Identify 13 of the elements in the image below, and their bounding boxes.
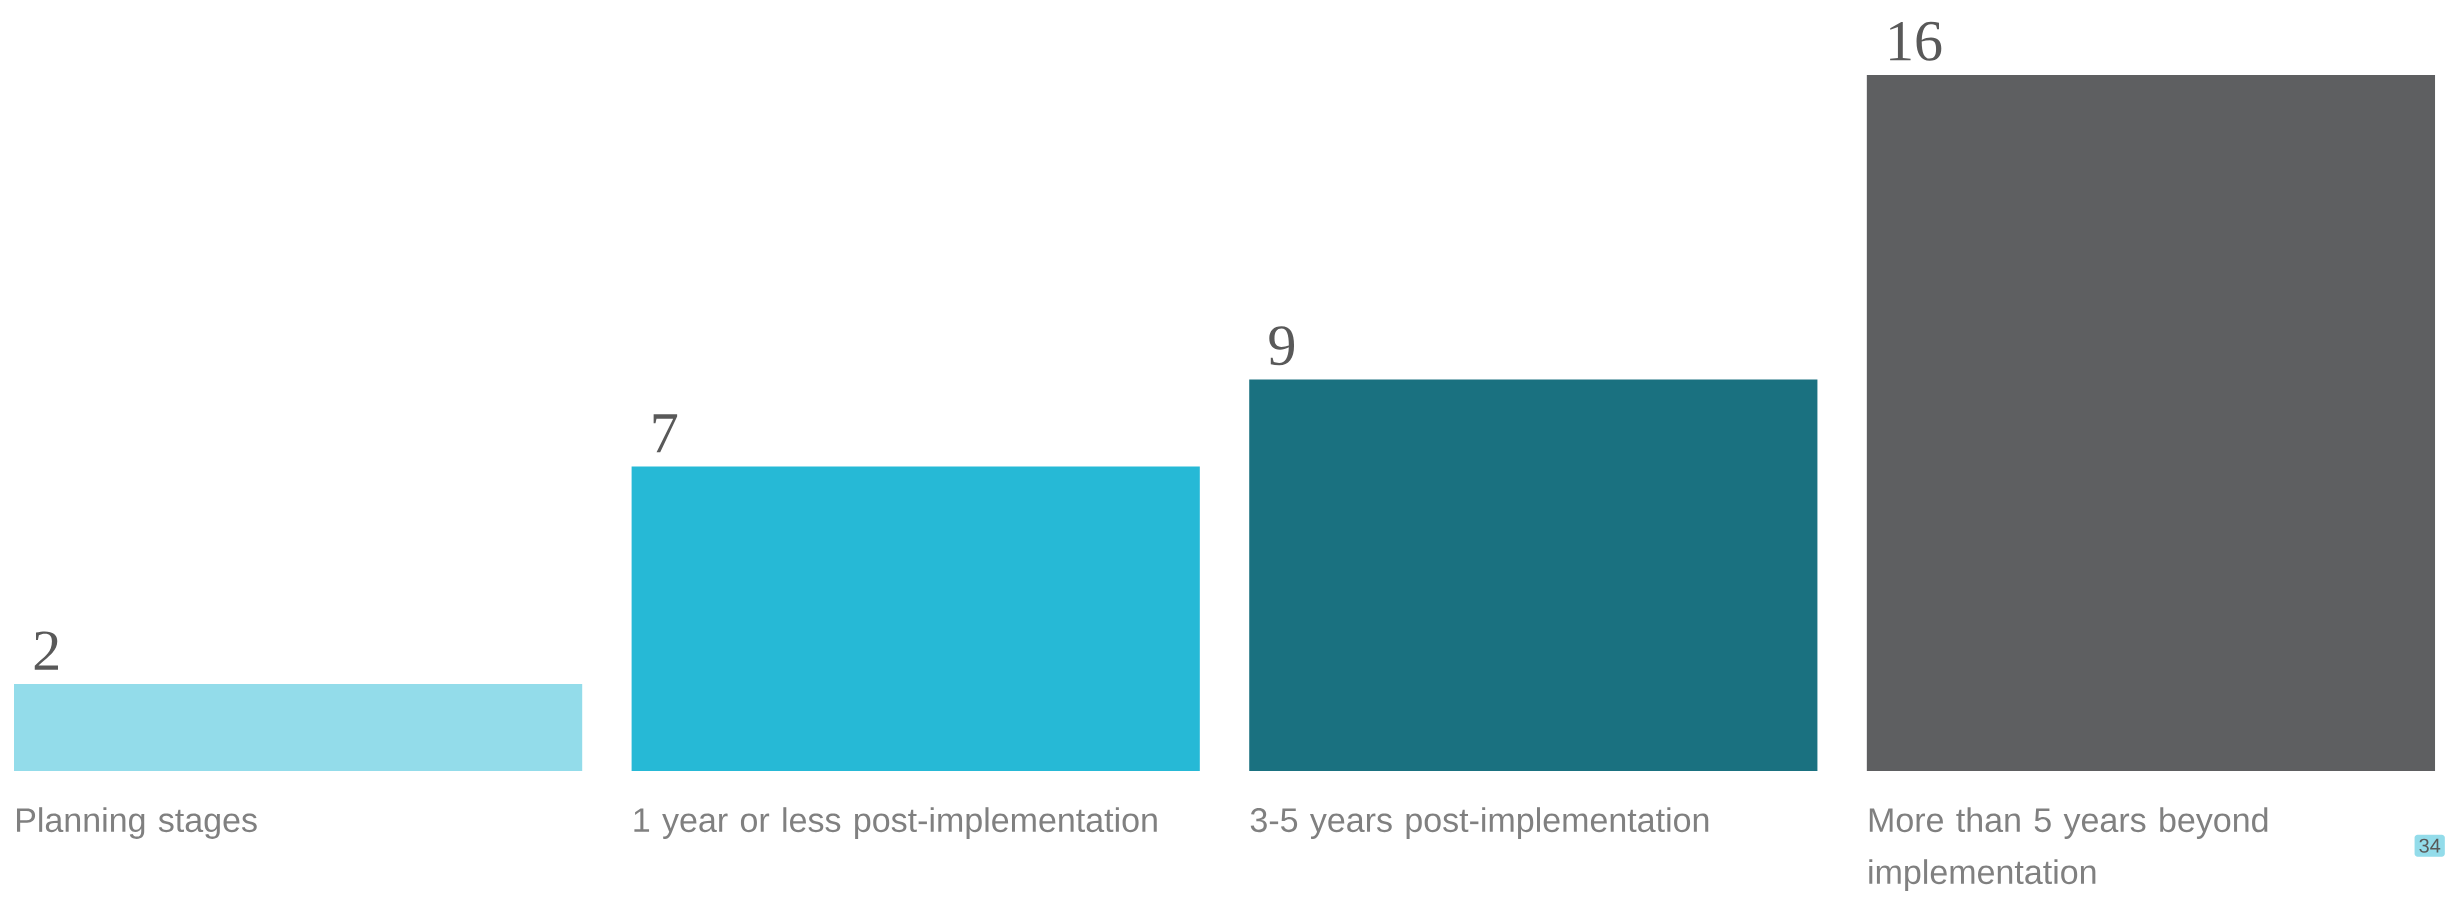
x-tick-label: 3-5 years post-implementation [1250, 807, 1709, 839]
bar [1866, 74, 2436, 771]
bar [14, 684, 583, 771]
bar [631, 466, 1200, 771]
x-tick-label: More than 5 years beyond implementation [1869, 807, 2268, 891]
text: 34 [2419, 838, 2441, 853]
x-tick-label: 1 year or less post-implementation [634, 807, 1157, 839]
data-label: 2 [34, 631, 58, 670]
data-label: 9 [1269, 326, 1295, 366]
data-label: 7 [653, 414, 678, 453]
data-label: 16 [1890, 21, 1942, 61]
bar [1249, 379, 1818, 771]
x-tick-label: Planning stages [16, 807, 257, 839]
